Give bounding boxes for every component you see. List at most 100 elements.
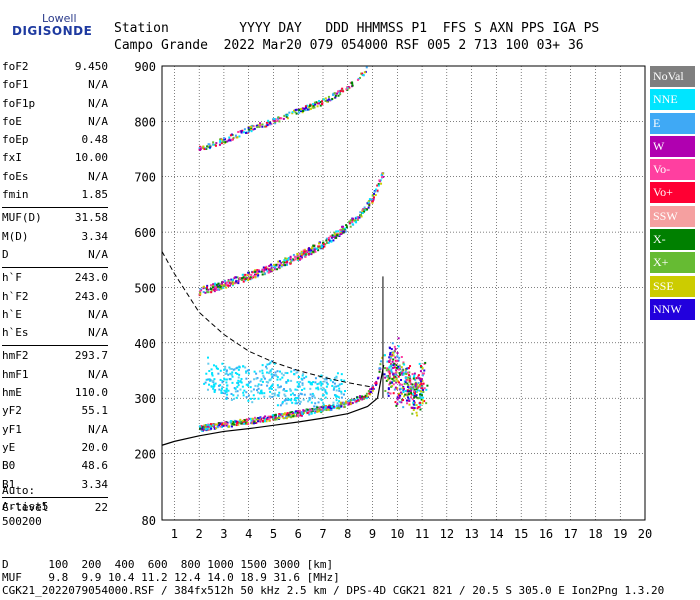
- trace-point: [273, 264, 276, 267]
- trace-point: [289, 255, 292, 258]
- trace-point: [334, 96, 337, 99]
- trace-point: [337, 90, 340, 93]
- trace-point: [307, 108, 310, 111]
- trace-point: [262, 376, 265, 379]
- trace-point: [302, 398, 305, 401]
- trace-point: [392, 383, 395, 386]
- trace-point: [332, 403, 335, 406]
- trace-point: [294, 258, 297, 261]
- param-name: h`E: [2, 307, 22, 321]
- trace-point: [236, 422, 239, 425]
- trace-point: [215, 365, 218, 368]
- trace-point: [282, 261, 285, 264]
- trace-point: [373, 382, 376, 385]
- trace-point: [397, 368, 400, 371]
- trace-point: [315, 247, 318, 250]
- trace-point: [391, 377, 394, 380]
- trace-point: [300, 253, 303, 256]
- trace-point: [360, 215, 363, 218]
- trace-point: [202, 287, 205, 290]
- trace-point: [320, 245, 323, 248]
- trace-point: [268, 419, 271, 422]
- trace-point: [392, 354, 395, 357]
- trace-point: [406, 382, 409, 385]
- trace-point: [288, 111, 291, 114]
- trace-point: [351, 401, 354, 404]
- trace-point: [297, 411, 300, 414]
- trace-point: [362, 395, 365, 398]
- trace-point: [308, 106, 311, 109]
- trace-point: [245, 377, 248, 380]
- trace-point: [393, 366, 396, 369]
- trace-point: [244, 366, 247, 369]
- trace-point: [421, 367, 424, 370]
- trace-point: [222, 285, 225, 288]
- trace-point: [311, 409, 314, 412]
- trace-point: [268, 268, 271, 271]
- trace-point: [402, 387, 405, 390]
- trace-point: [297, 385, 300, 388]
- param-separator: [2, 207, 108, 209]
- trace-point: [397, 345, 400, 348]
- trace-point: [199, 145, 202, 148]
- trace-point: [333, 231, 336, 234]
- trace-point: [257, 274, 260, 277]
- trace-point: [233, 421, 236, 424]
- trace-point: [274, 417, 277, 420]
- trace-point: [289, 413, 292, 416]
- trace-point: [203, 425, 206, 428]
- trace-point: [393, 345, 396, 348]
- trace-point: [277, 394, 280, 397]
- trace-point: [207, 143, 210, 146]
- trace-point: [248, 273, 251, 276]
- trace-point: [333, 406, 336, 409]
- trace-point: [344, 227, 347, 230]
- trace-point: [224, 365, 227, 368]
- trace-point: [279, 117, 282, 120]
- trace-point: [388, 377, 391, 380]
- trace-point: [209, 425, 212, 428]
- trace-point: [389, 351, 392, 354]
- trace-point: [277, 266, 280, 269]
- trace-point: [384, 367, 387, 370]
- trace-point: [413, 394, 416, 397]
- trace-point: [226, 384, 229, 387]
- trace-point: [227, 373, 230, 376]
- trace-point: [229, 284, 232, 287]
- trace-point: [308, 396, 311, 399]
- trace-point: [388, 372, 391, 375]
- trace-point: [219, 285, 222, 288]
- trace-point: [365, 66, 368, 69]
- trace-point: [258, 419, 261, 422]
- trace-point: [408, 379, 411, 382]
- trace-point: [247, 130, 250, 133]
- trace-point: [264, 415, 267, 418]
- trace-point: [286, 260, 289, 263]
- legend-item: SSW: [650, 205, 695, 227]
- trace-point: [262, 270, 265, 273]
- trace-point: [356, 396, 359, 399]
- trace-point: [274, 122, 277, 125]
- trace-point: [203, 424, 206, 427]
- trace-point: [316, 410, 319, 413]
- trace-point: [261, 419, 264, 422]
- trace-point: [415, 388, 418, 391]
- trace-point: [419, 364, 422, 367]
- trace-point: [343, 393, 346, 396]
- trace-point: [261, 123, 264, 126]
- trace-point: [404, 381, 407, 384]
- trace-point: [298, 252, 301, 255]
- trace-point: [232, 397, 235, 400]
- trace-point: [289, 388, 292, 391]
- trace-point: [351, 223, 354, 226]
- trace-point: [364, 209, 367, 212]
- trace-point: [285, 417, 288, 420]
- trace-point: [334, 94, 337, 97]
- trace-point: [305, 106, 308, 109]
- trace-point: [411, 387, 414, 390]
- trace-point: [208, 383, 211, 386]
- trace-point: [402, 361, 405, 364]
- trace-point: [269, 379, 272, 382]
- trace-point: [259, 270, 262, 273]
- trace-point: [395, 369, 398, 372]
